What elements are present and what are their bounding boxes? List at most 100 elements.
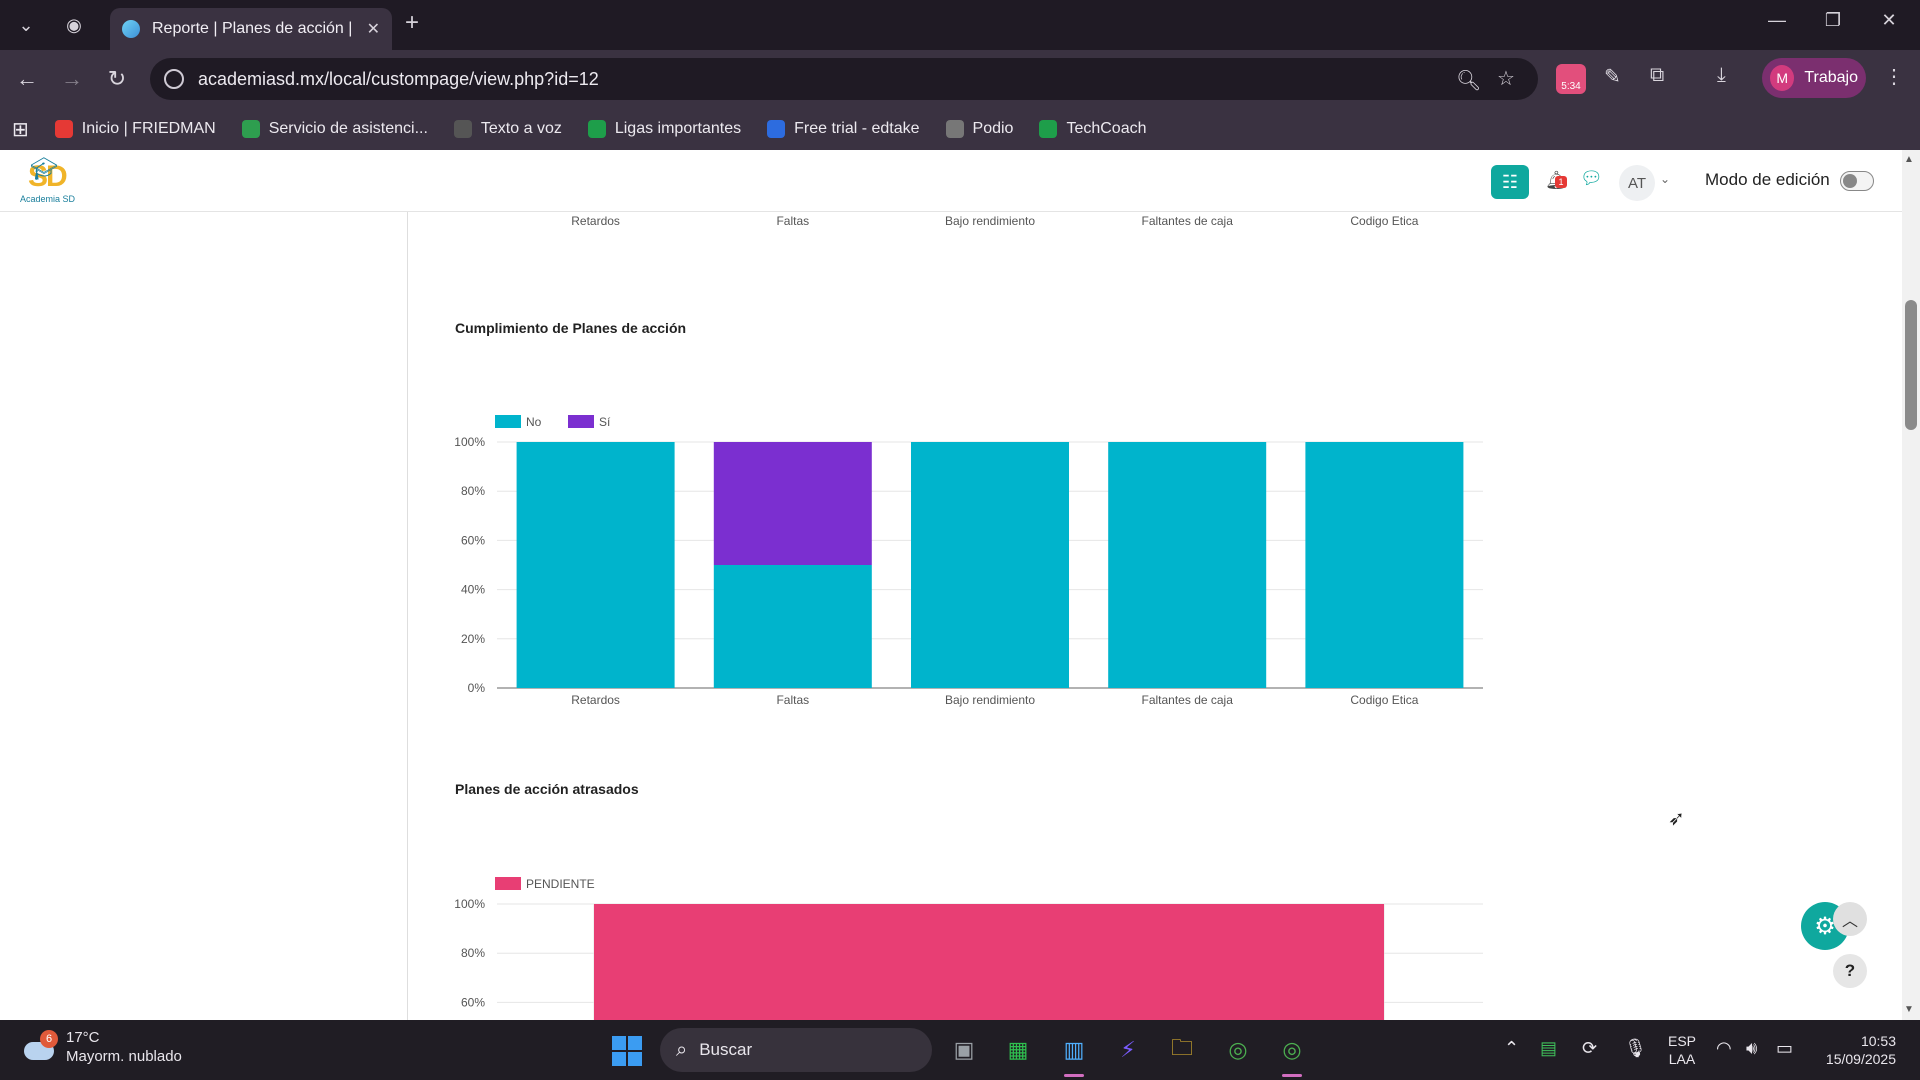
messages-chat-icon[interactable]: 💬︎ xyxy=(1580,168,1603,188)
bar-no-4 xyxy=(1305,442,1464,688)
user-menu-chevron-icon[interactable]: ⌄ xyxy=(1660,172,1671,186)
y-tick-label: 0% xyxy=(468,681,486,695)
y-tick-label: 100% xyxy=(454,897,485,911)
mouse-cursor-icon: ➶ xyxy=(1668,808,1685,830)
bookmark-item[interactable]: Inicio | FRIEDMAN xyxy=(54,120,216,138)
teams-app-icon[interactable]: ▥ xyxy=(1063,1037,1085,1062)
zoom-icon[interactable]: 🔍︎ xyxy=(1456,70,1482,92)
tray-overflow-chevron-icon[interactable]: ⌃ xyxy=(1504,1038,1520,1058)
pen-extension-icon[interactable]: ✎ xyxy=(1604,66,1621,88)
toggle-knob xyxy=(1843,174,1857,188)
edtake-icon xyxy=(767,120,786,138)
site-header: SD 🎓︎ Academia SD ☷ 🔔︎1 💬︎ AT ⌄ Modo de … xyxy=(0,150,1902,212)
back-icon[interactable]: ← xyxy=(16,66,38,91)
charts-canvas: Retardos Faltas Bajo rendimiento Faltantes … xyxy=(454,214,1483,1020)
x-tick-label: Faltas xyxy=(776,693,809,707)
help-button[interactable]: ? xyxy=(1833,954,1867,988)
apps-grid-icon[interactable]: ⊞ xyxy=(12,118,29,141)
active-app-indicator xyxy=(1064,1074,1084,1077)
sync-icon[interactable]: ⟳ xyxy=(1582,1038,1598,1058)
y-tick-label: 80% xyxy=(461,946,485,960)
x-tick-label: Codigo Etica xyxy=(1350,693,1418,707)
bookmark-label: Inicio | FRIEDMAN xyxy=(81,120,216,137)
profile-button[interactable]: M Trabajo xyxy=(1762,58,1866,98)
recording-icon[interactable]: ◉ xyxy=(66,14,82,35)
x-tick-label: Bajo rendimiento xyxy=(945,693,1035,707)
taskbar-search[interactable]: ⌕ Buscar xyxy=(660,1028,932,1072)
windows-start-icon[interactable] xyxy=(612,1036,642,1066)
bookmark-item[interactable]: Ligas importantes xyxy=(587,120,741,138)
new-tab-icon[interactable]: + xyxy=(405,9,420,36)
bookmark-item[interactable]: Podio xyxy=(945,120,1013,138)
sheets-icon xyxy=(1039,120,1058,138)
system-clock[interactable]: 10:53 15/09/2025 xyxy=(1816,1032,1896,1068)
edit-mode-toggle[interactable] xyxy=(1840,171,1874,191)
bar-no-0 xyxy=(516,442,675,688)
bookmark-item[interactable]: TechCoach xyxy=(1039,120,1147,138)
x-tick-label: Faltantes de caja xyxy=(1142,693,1234,707)
microphone-icon[interactable]: 🎙︎ xyxy=(1624,1038,1647,1058)
forward-icon[interactable]: → xyxy=(61,66,83,91)
windows-taskbar: 6 17°C Mayorm. nublado ⌕ Buscar ▣ ▦ ▥ ⚡︎… xyxy=(0,1020,1920,1080)
top-chart-x-tick-label: Codigo Etica xyxy=(1350,214,1418,228)
profile-label: Trabajo xyxy=(1804,69,1858,86)
page-scrollbar[interactable] xyxy=(1902,150,1920,1020)
x-tick-label: Retardos xyxy=(571,693,620,707)
scroll-down-arrow-icon[interactable]: ▼ xyxy=(1904,1004,1914,1015)
site-info-icon[interactable] xyxy=(164,69,184,89)
battery-icon[interactable]: ▭ xyxy=(1776,1038,1794,1058)
chrome-icon[interactable]: ◎ xyxy=(1228,1037,1248,1062)
minimize-icon[interactable]: — xyxy=(1768,10,1786,30)
legend-label: PENDIENTE xyxy=(526,877,595,891)
y-tick-label: 80% xyxy=(461,484,485,498)
screen-recorder-extension-icon[interactable]: 5:34 xyxy=(1556,64,1586,94)
sidebar-divider xyxy=(407,212,408,1020)
wifi-icon[interactable]: ◠ xyxy=(1716,1038,1732,1058)
window-close-icon[interactable]: ✕ xyxy=(1881,10,1897,30)
bar-no-3 xyxy=(1108,442,1267,688)
y-tick-label: 60% xyxy=(461,995,485,1009)
clock-time: 10:53 xyxy=(1860,1033,1896,1049)
bar-pendiente xyxy=(594,904,1384,1020)
language-indicator[interactable]: ESP LAA xyxy=(1668,1032,1696,1068)
edit-mode-label: Modo de edición xyxy=(1705,170,1830,189)
apps-grid-button[interactable]: ☷ xyxy=(1491,165,1529,199)
bookmark-item[interactable]: Free trial - edtake xyxy=(767,120,920,138)
spreadsheet-app-icon[interactable]: ▦ xyxy=(1007,1037,1029,1062)
sheets-icon xyxy=(587,120,606,138)
tab-search-chevron-icon[interactable]: ⌄ xyxy=(18,14,34,35)
user-avatar[interactable]: AT xyxy=(1619,165,1655,201)
chrome-profile-icon[interactable]: ◎ xyxy=(1282,1037,1302,1062)
bookmark-item[interactable]: Texto a voz xyxy=(453,120,562,138)
weather-temp: 17°C xyxy=(66,1029,100,1046)
lang-layout: LAA xyxy=(1668,1051,1696,1067)
scroll-to-top-icon[interactable]: ︿ xyxy=(1833,902,1867,936)
task-view-icon[interactable]: ▣ xyxy=(953,1037,975,1062)
extensions-puzzle-icon[interactable]: ⧉ xyxy=(1650,64,1665,86)
scroll-up-arrow-icon[interactable]: ▲ xyxy=(1904,154,1914,165)
bookmark-star-icon[interactable]: ☆ xyxy=(1497,68,1515,90)
file-explorer-icon[interactable]: 🗀 xyxy=(1170,1035,1193,1060)
globe-icon xyxy=(945,120,964,138)
scrollbar-thumb[interactable] xyxy=(1905,300,1917,430)
notifications-bell-icon[interactable]: 🔔︎1 xyxy=(1545,170,1568,191)
url-text: academiasd.mx/local/custompage/view.php?… xyxy=(198,68,599,89)
site-logo[interactable]: SD 🎓︎ Academia SD xyxy=(16,156,86,206)
restore-icon[interactable]: ❐ xyxy=(1824,10,1842,30)
reload-icon[interactable]: ↻ xyxy=(107,66,127,91)
lightning-app-icon[interactable]: ⚡︎ xyxy=(1120,1037,1136,1062)
browser-toolbar: ← → ↻ academiasd.mx/local/custompage/vie… xyxy=(0,50,1920,108)
tab-close-icon[interactable]: ✕ xyxy=(366,21,380,38)
legend-label: No xyxy=(526,415,542,429)
top-chart-x-tick-label: Faltantes de caja xyxy=(1142,214,1234,228)
tray-app-icon[interactable]: ▤ xyxy=(1540,1038,1558,1058)
weather-badge: 6 xyxy=(40,1030,58,1048)
bookmark-label: Free trial - edtake xyxy=(794,120,920,137)
bookmark-item[interactable]: Servicio de asistenci... xyxy=(241,120,428,138)
weather-widget[interactable]: 6 17°C Mayorm. nublado xyxy=(22,1028,182,1066)
browser-tab-active[interactable]: Reporte | Planes de acción | ASD ✕ xyxy=(110,8,392,50)
volume-icon[interactable]: 🔊︎ xyxy=(1746,1038,1758,1058)
menu-kebab-icon[interactable]: ⋮ xyxy=(1884,66,1904,88)
download-icon[interactable]: ⤓ xyxy=(1717,64,1726,86)
address-bar[interactable]: academiasd.mx/local/custompage/view.php?… xyxy=(150,58,1538,100)
